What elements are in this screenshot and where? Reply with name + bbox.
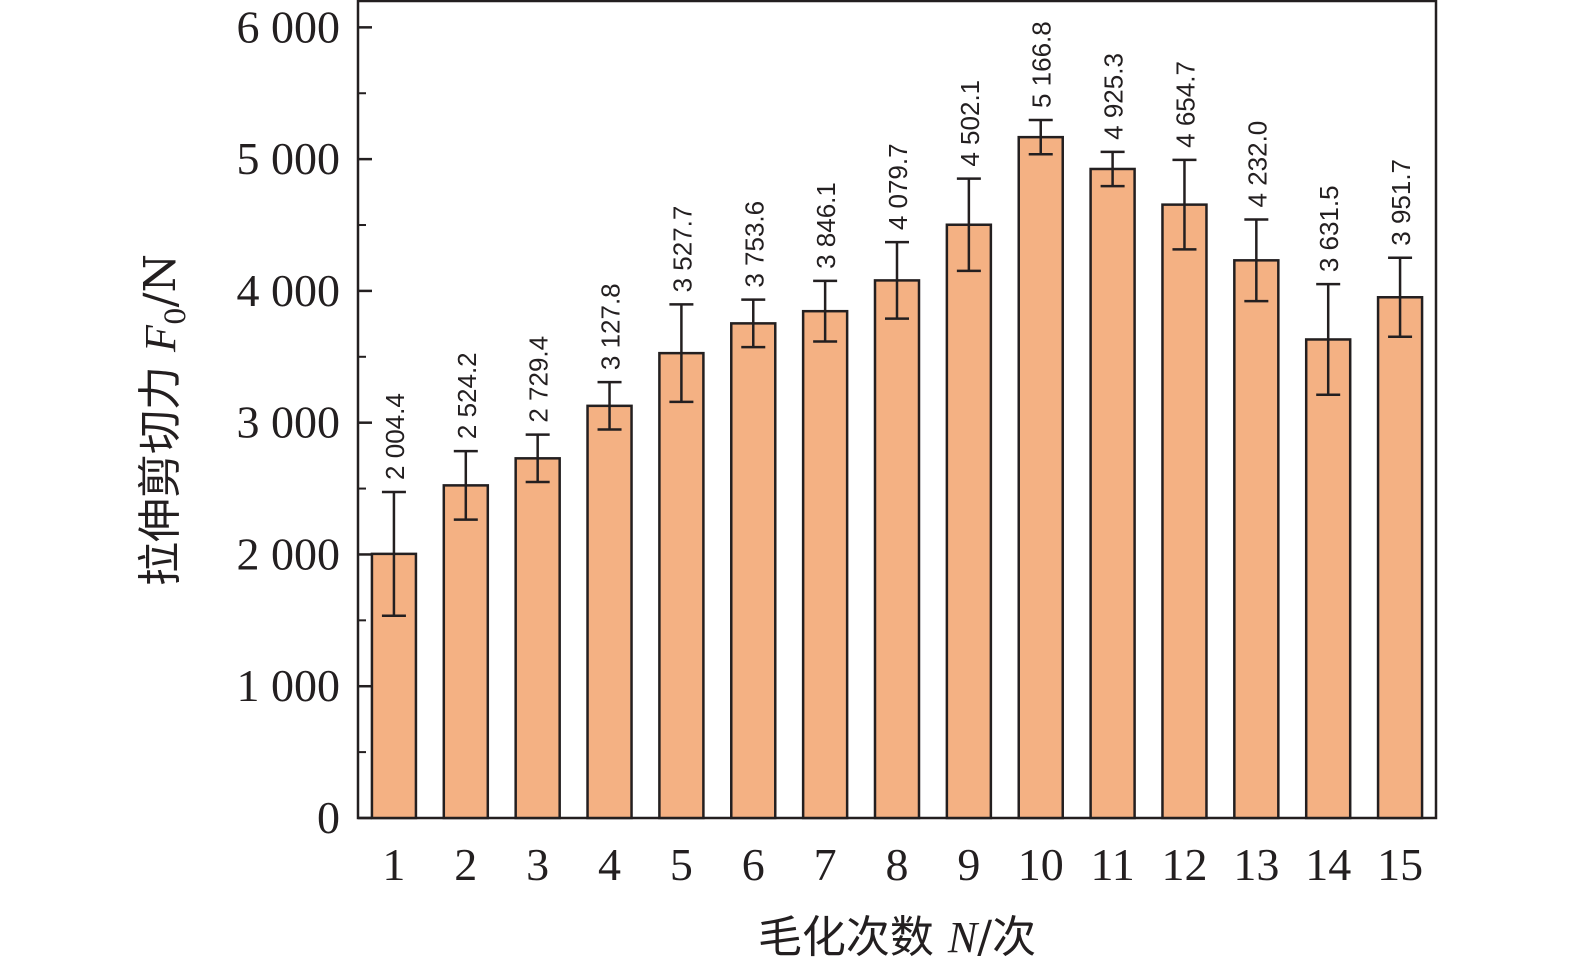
bar-13: [1233, 259, 1280, 820]
data-label: 2 004.4: [380, 393, 410, 480]
x-tick-label: 8: [886, 839, 909, 890]
bar-15: [1376, 296, 1424, 820]
y-axis-title: 拉伸剪切力 F0/N: [135, 254, 192, 586]
bar-5: [658, 351, 705, 820]
x-axis: 1 2 3 4 5 6 7 8 9 10 11 12 13 14 15: [382, 839, 1423, 890]
data-label: 3 951.7: [1386, 159, 1416, 246]
bars: 2 004.4 2 524.2 2 729.4 3 127.8 3 527.7 3 753…: [370, 21, 1424, 820]
bar-3: [514, 457, 561, 820]
y-tick-label: 1 000: [237, 660, 341, 711]
x-tick-label: 10: [1018, 839, 1064, 890]
data-label: 5 166.8: [1027, 21, 1057, 108]
y-tick-label: 4 000: [237, 265, 341, 316]
bar-14: [1304, 338, 1352, 820]
data-label: 3 846.1: [811, 182, 841, 269]
x-tick-label: 1: [382, 839, 405, 890]
y-tick-label: 5 000: [237, 133, 341, 184]
x-tick-label: 9: [957, 839, 980, 890]
x-tick-label: 15: [1377, 839, 1423, 890]
x-tick-label: 2: [454, 839, 477, 890]
y-tick-label: 6 000: [237, 1, 341, 52]
y-axis: 0 1 000 2 000 3 000 4 000 5 000 6 000: [237, 1, 372, 843]
x-tick-label: 12: [1161, 839, 1207, 890]
y-tick-label: 3 000: [237, 397, 341, 448]
x-tick-label: 7: [814, 839, 837, 890]
data-label: 3 127.8: [596, 283, 626, 370]
x-tick-label: 13: [1233, 839, 1279, 890]
bar-6: [730, 322, 777, 820]
bar-2: [442, 484, 490, 820]
x-axis-title: 毛化次数 N/次: [758, 912, 1036, 963]
bar-11: [1089, 167, 1136, 820]
x-tick-label: 11: [1090, 839, 1134, 890]
x-tick-label: 6: [742, 839, 765, 890]
y-tick-label: 0: [317, 792, 340, 843]
data-label: 3 527.7: [667, 206, 697, 293]
data-label: 2 524.2: [452, 352, 482, 439]
x-tick-label: 4: [598, 839, 621, 890]
bar-9: [945, 223, 993, 820]
x-tick-label: 14: [1305, 839, 1351, 890]
data-label: 3 631.5: [1314, 185, 1344, 272]
bar-12: [1161, 203, 1208, 820]
y-tick-label: 2 000: [237, 528, 341, 579]
bar-7: [801, 309, 849, 820]
data-label: 4 502.1: [955, 80, 985, 167]
x-tick-label: 5: [670, 839, 693, 890]
bar-4: [586, 404, 633, 820]
data-label: 4 654.7: [1170, 61, 1200, 148]
data-label: 3 753.6: [739, 201, 769, 288]
bar-10: [1017, 135, 1064, 820]
data-label: 2 729.4: [524, 336, 554, 423]
x-tick-label: 3: [526, 839, 549, 890]
data-label: 4 925.3: [1099, 53, 1129, 140]
data-label: 4 079.7: [883, 143, 913, 230]
data-label: 4 232.0: [1242, 121, 1272, 208]
bar-8: [873, 279, 921, 820]
